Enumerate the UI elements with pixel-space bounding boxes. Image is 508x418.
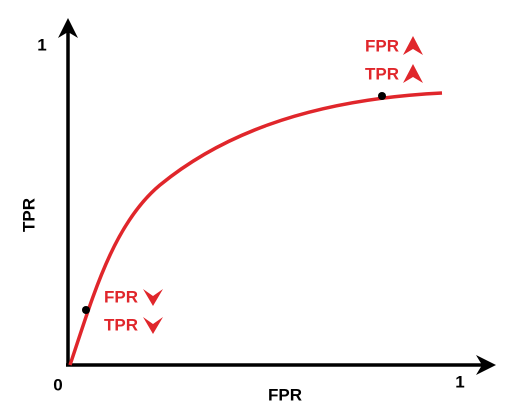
up-arrow: [403, 64, 423, 83]
point-high: [378, 92, 386, 100]
x-axis-arrow: [476, 355, 496, 375]
annotation-text: TPR: [365, 64, 399, 83]
point-low: [82, 306, 90, 314]
x-max-label: 1: [455, 372, 464, 391]
up-arrow: [403, 36, 423, 55]
x-axis-label: FPR: [268, 385, 302, 404]
annotation-text: TPR: [104, 315, 138, 334]
down-arrow: [143, 289, 163, 306]
y-axis-arrow: [58, 18, 78, 38]
y-max-label: 1: [37, 35, 46, 54]
y-axis-label: TPR: [19, 198, 38, 232]
annotation-text: FPR: [104, 287, 138, 306]
origin-label: 0: [53, 375, 62, 394]
down-arrow: [143, 317, 163, 334]
roc-curve: [68, 91, 443, 366]
annotation-text: FPR: [365, 36, 399, 55]
